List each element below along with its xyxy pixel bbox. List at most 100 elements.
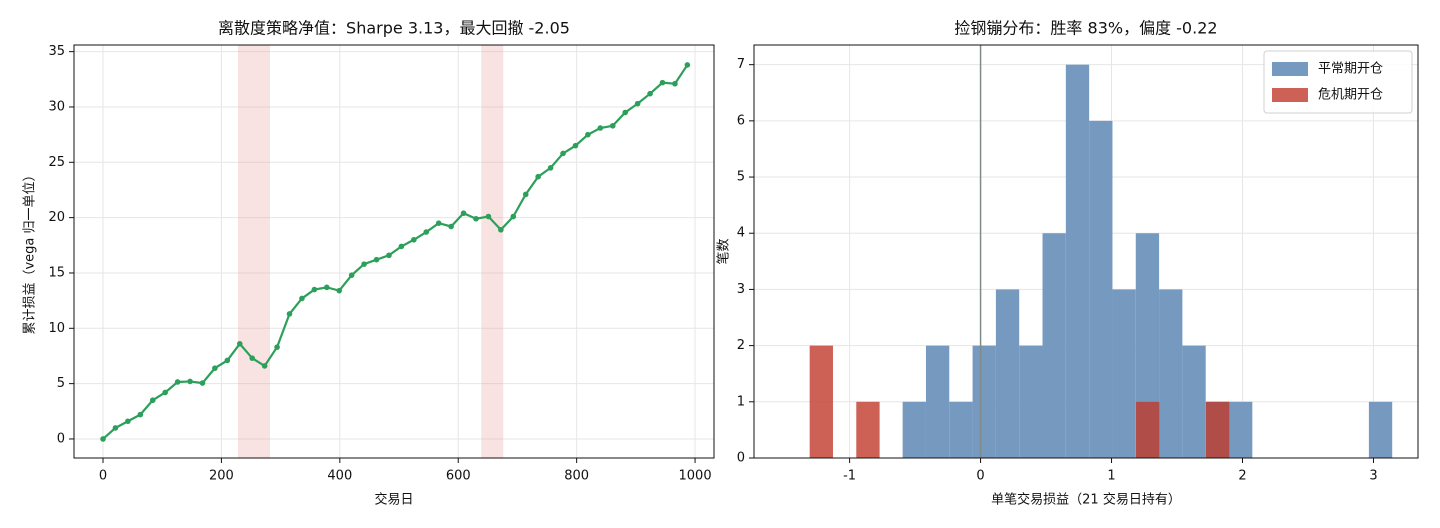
y-tick-label: 20 xyxy=(48,210,65,225)
x-axis-label: 单笔交易损益（21 交易日持有） xyxy=(991,492,1181,508)
bar xyxy=(1042,233,1066,458)
point xyxy=(585,131,591,138)
point xyxy=(398,243,405,250)
shaded-span xyxy=(237,45,270,458)
bar xyxy=(1089,120,1113,458)
point xyxy=(572,142,579,149)
y-tick-label: 35 xyxy=(48,44,65,59)
axes: 0 200 400 600 800 1000 0 5 10 15 20 25 30 35 离散度策略净值：S… xyxy=(23,19,715,508)
legend-swatch xyxy=(1272,88,1308,102)
point xyxy=(684,62,691,68)
point xyxy=(125,418,131,425)
x-tick-label: 1000 xyxy=(679,469,712,484)
point xyxy=(199,380,206,386)
x-axis-label: 交易日 xyxy=(374,492,413,508)
x-tick-label: 400 xyxy=(327,469,352,484)
plot-frame xyxy=(73,44,715,459)
y-tick-label: 25 xyxy=(48,155,65,170)
bar xyxy=(925,345,950,458)
bar xyxy=(1136,401,1160,458)
legend-label: 危机期开仓 xyxy=(1318,88,1383,103)
y-tick-label: 0 xyxy=(737,451,745,466)
legend-label: 平常期开仓 xyxy=(1318,62,1383,77)
point xyxy=(498,227,504,233)
x-tick-label: -1 xyxy=(843,469,856,484)
bar xyxy=(1112,289,1136,458)
bar xyxy=(1182,345,1206,458)
legend-frame xyxy=(1263,50,1413,114)
point xyxy=(609,122,616,129)
y-tick-label: 10 xyxy=(48,321,65,336)
y-axis-label: 笔数 xyxy=(716,238,732,264)
y-tick-label: 4 xyxy=(737,226,745,241)
point xyxy=(473,215,479,222)
x-tick-label: 0 xyxy=(976,469,984,484)
bar xyxy=(1159,289,1183,458)
point xyxy=(187,378,193,385)
bar xyxy=(972,345,996,458)
bar xyxy=(1019,345,1043,458)
x-tick-label: 800 xyxy=(564,469,589,484)
shaded-span xyxy=(481,45,504,458)
axes: -1 0 1 2 3 0 1 2 3 4 5 6 7 捡钢镚分布：胜率 83%，偏度 -0.22 单笔交易损… xyxy=(716,19,1419,508)
y-tick-label: 15 xyxy=(48,265,65,280)
point xyxy=(311,286,318,293)
point xyxy=(361,261,367,267)
point xyxy=(659,79,666,86)
x-tick-label: 2 xyxy=(1238,469,1246,484)
point xyxy=(373,256,380,263)
point xyxy=(535,173,541,180)
y-tick-label: 5 xyxy=(57,376,65,391)
point xyxy=(547,165,554,171)
chart-title: 离散度策略净值：Sharpe 3.13，最大回撤 -2.05 xyxy=(218,19,570,38)
point xyxy=(411,236,417,243)
point xyxy=(510,213,517,220)
bar xyxy=(1205,401,1230,458)
y-tick-label: 0 xyxy=(57,431,65,446)
bar xyxy=(856,401,880,458)
x-tick-label: 3 xyxy=(1369,469,1377,484)
point xyxy=(460,210,467,217)
point xyxy=(485,213,492,220)
bar xyxy=(902,401,926,458)
y-tick-label: 2 xyxy=(737,338,745,353)
point xyxy=(174,379,181,385)
point xyxy=(622,109,628,116)
point xyxy=(386,252,392,259)
y-tick-label: 5 xyxy=(737,170,745,185)
bar xyxy=(1065,64,1090,459)
bar xyxy=(1368,401,1393,458)
point xyxy=(672,80,678,87)
point xyxy=(336,287,343,294)
plot-frame xyxy=(753,44,1419,459)
point xyxy=(448,223,454,230)
bar xyxy=(1229,401,1253,458)
point xyxy=(324,284,330,291)
point xyxy=(100,436,106,442)
point xyxy=(634,100,641,107)
y-tick-label: 7 xyxy=(737,57,745,72)
y-axis-label: 累计损益（vega 归一单位） xyxy=(23,168,38,334)
point xyxy=(137,411,144,418)
point xyxy=(112,425,119,431)
point xyxy=(274,344,280,350)
point xyxy=(522,191,529,198)
x-tick-label: 200 xyxy=(209,469,234,484)
point xyxy=(149,397,156,404)
point xyxy=(261,363,268,369)
point xyxy=(647,90,653,97)
y-tick-label: 3 xyxy=(737,282,745,297)
point xyxy=(597,125,604,131)
y-tick-label: 1 xyxy=(737,394,745,409)
point xyxy=(286,311,293,317)
point xyxy=(560,150,566,157)
point xyxy=(348,272,355,278)
point xyxy=(162,389,168,396)
point xyxy=(423,229,430,235)
y-tick-label: 6 xyxy=(737,113,745,128)
point xyxy=(224,357,231,364)
legend-swatch xyxy=(1272,62,1308,76)
chart-title: 捡钢镚分布：胜率 83%，偏度 -0.22 xyxy=(954,19,1217,38)
